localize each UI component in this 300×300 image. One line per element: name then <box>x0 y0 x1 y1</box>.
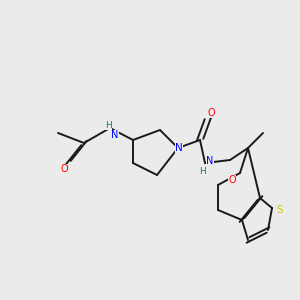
Text: H: H <box>105 121 111 130</box>
Text: H: H <box>200 167 206 176</box>
Text: N: N <box>206 156 214 166</box>
Text: N: N <box>111 130 119 140</box>
Text: S: S <box>277 205 283 215</box>
Text: O: O <box>60 164 68 174</box>
Text: O: O <box>228 175 236 185</box>
Text: O: O <box>207 108 215 118</box>
Text: N: N <box>175 143 183 153</box>
